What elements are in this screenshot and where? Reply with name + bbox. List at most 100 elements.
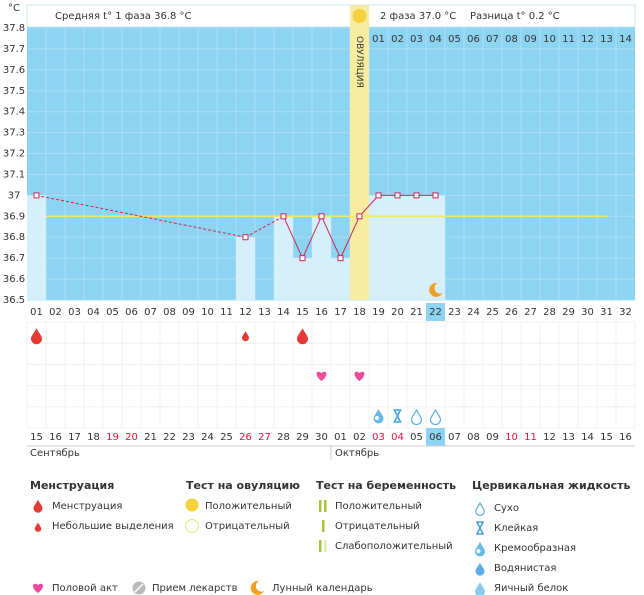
temp-bar — [236, 237, 255, 300]
y-tick-label: 36.7 — [3, 253, 25, 264]
date-label: 07 — [448, 432, 461, 443]
legend-item: Прием лекарств — [152, 583, 238, 594]
cycle-day-label: 14 — [277, 307, 290, 318]
legend-title: Тест на беременность — [316, 479, 456, 492]
date-label: 13 — [562, 432, 575, 443]
temp-bar — [331, 258, 350, 300]
temp-point — [299, 255, 306, 262]
legend-item: Менструация — [52, 501, 122, 512]
cycle-day-label: 25 — [486, 307, 499, 318]
temp-bar — [27, 195, 46, 300]
date-label: 16 — [619, 432, 632, 443]
cervical-sticky-marker — [393, 409, 402, 423]
date-label: 05 — [410, 432, 423, 443]
phase1-average: Средняя t° 1 фаза 36.8 °C — [55, 11, 192, 22]
spotting-marker — [242, 331, 249, 342]
y-tick-label: 37.8 — [3, 23, 25, 34]
y-tick-label: 36.6 — [3, 274, 25, 285]
y-tick-label: 37.3 — [3, 128, 25, 139]
ovulation-sun — [352, 9, 367, 23]
temp-point — [413, 192, 420, 199]
legend-icon — [322, 520, 325, 532]
temp-point — [318, 213, 325, 220]
temp-point — [337, 255, 344, 262]
date-label: 30 — [315, 432, 328, 443]
legend-icon — [476, 521, 484, 535]
month-label: Сентябрь — [30, 448, 80, 459]
cycle-day-label: 07 — [144, 307, 157, 318]
date-label: 09 — [486, 432, 499, 443]
temp-bar — [293, 258, 312, 300]
temp-bar — [426, 195, 445, 300]
ovulation-label: ОВУЛЯЦИЯ — [354, 36, 364, 88]
cycle-day-label: 20 — [391, 307, 404, 318]
cycle-day-label: 18 — [353, 307, 366, 318]
date-label: 28 — [277, 432, 290, 443]
cycle-day-label: 03 — [68, 307, 81, 318]
cycle-day-label: 13 — [258, 307, 271, 318]
legend-icon — [475, 542, 485, 557]
temp-point — [280, 213, 287, 220]
cycle-day-label: 10 — [201, 307, 214, 318]
cycle-day-label: 11 — [220, 307, 233, 318]
date-label: 25 — [220, 432, 233, 443]
post-ovulation-day: 12 — [581, 34, 594, 45]
date-label: 24 — [201, 432, 214, 443]
legend-item: Слабоположительный — [335, 541, 453, 552]
date-label: 15 — [30, 432, 43, 443]
date-label: 02 — [353, 432, 366, 443]
legend-icon — [475, 582, 485, 595]
date-label: 03 — [372, 432, 385, 443]
temp-bar — [388, 195, 407, 300]
cycle-day-label: 26 — [505, 307, 518, 318]
legend-icon — [185, 498, 199, 512]
temp-point — [33, 192, 40, 199]
gap-connector — [245, 215, 284, 238]
post-ovulation-day: 06 — [467, 34, 480, 45]
cycle-day-label: 04 — [87, 307, 100, 318]
y-tick-label: 37.6 — [3, 65, 25, 76]
y-tick-label: 37.2 — [3, 149, 25, 160]
y-tick-label: 37.1 — [3, 169, 25, 180]
icon-part — [476, 549, 481, 553]
post-ovulation-day: 04 — [429, 34, 442, 45]
y-tick-label: 36.5 — [3, 295, 25, 306]
post-ovulation-day: 05 — [448, 34, 461, 45]
post-ovulation-day: 03 — [410, 34, 423, 45]
cycle-day-label: 02 — [49, 307, 62, 318]
legend-icon — [33, 499, 43, 513]
legend-icon — [319, 500, 322, 512]
cycle-day-label: 15 — [296, 307, 309, 318]
date-label: 19 — [106, 432, 119, 443]
cycle-day-label: 23 — [448, 307, 461, 318]
cycle-day-label: 22 — [429, 307, 442, 318]
icon-part — [475, 542, 485, 557]
legend-item: Положительный — [335, 501, 422, 512]
cycle-day-label: 08 — [163, 307, 176, 318]
date-label: 10 — [505, 432, 518, 443]
cycle-day-label: 16 — [315, 307, 328, 318]
y-unit: °C — [8, 3, 20, 14]
icon-part — [375, 416, 379, 420]
legend-icon — [324, 540, 327, 552]
date-label: 15 — [600, 432, 613, 443]
cycle-day-label: 27 — [524, 307, 537, 318]
legend-item: Лунный календарь — [272, 583, 373, 594]
legend-icon — [475, 501, 485, 516]
legend-item: Яичный белок — [494, 583, 568, 594]
date-label: 29 — [296, 432, 309, 443]
legend-icon — [324, 500, 327, 512]
cycle-day-label: 09 — [182, 307, 195, 318]
month-label: Октябрь — [335, 448, 379, 459]
post-ovulation-day: 13 — [600, 34, 613, 45]
temp-bar — [407, 195, 426, 300]
legend-item: Водянистая — [494, 563, 556, 574]
legend-item: Клейкая — [494, 523, 538, 534]
cervical-creamy-marker — [373, 409, 384, 424]
post-ovulation-day: 08 — [505, 34, 518, 45]
moon-marker — [429, 282, 443, 297]
post-ovulation-day: 14 — [619, 34, 632, 45]
legend-icon — [475, 562, 485, 576]
icon-part — [373, 409, 384, 424]
